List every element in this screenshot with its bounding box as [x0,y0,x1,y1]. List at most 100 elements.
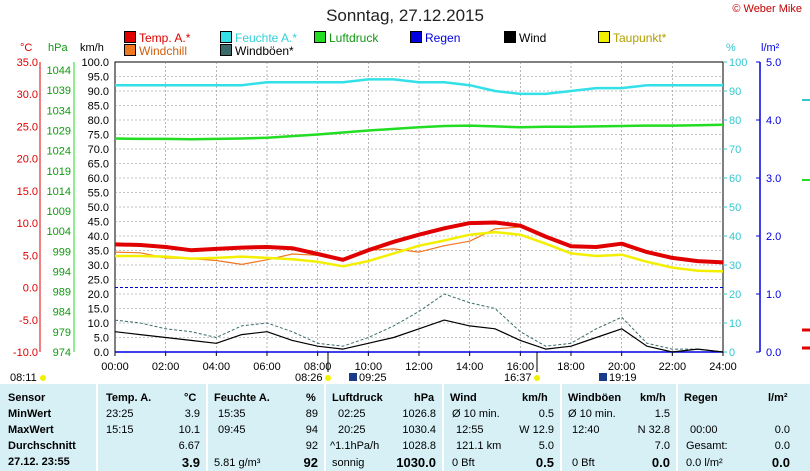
pressure-avg-value: 1028.8 [402,440,436,452]
pressure-tick-label: 974 [53,347,71,359]
legend-item-temp: Temp. A.* [124,31,190,45]
pressure-tick-label: 979 [53,327,71,339]
rain-tick-label: 5.0 [766,57,781,69]
gust-max-time: 12:40 [572,424,600,436]
pressure-tick-label: 984 [53,307,71,319]
wind-beaufort: 0 Bft [452,457,475,469]
temp-unit: °C [184,392,197,404]
stats-table: Sensor MinWert MaxWert Durchschnitt 27.1… [0,384,810,471]
legend-swatch [220,31,232,43]
wind-tick-label: 60.0 [88,173,109,185]
pressure-tick-label: 994 [53,266,71,278]
series-line-windb-en [114,293,724,353]
legend-swatch [124,31,136,43]
wind-tick-label: 55.0 [88,188,109,200]
pressure-current-value: 1030.0 [396,455,436,470]
row-label-max: MaxWert [8,424,54,436]
weather-chart: 35.0 30.0 25.0 20.0 15.0 10.0 5.0 0.0 -5.0 -10.0 1… [10,57,810,384]
temp-tick-label: 30.0 [17,89,38,101]
pressure-tick-label: 989 [53,287,71,299]
wind-tick-label: 100.0 [81,57,109,69]
series-line-taupunkt [115,230,724,273]
wind-max-time: 12:55 [456,424,484,436]
legend-item-gusts: Windböen* [220,44,294,58]
wind-tick-label: 90.0 [88,86,109,98]
legend-label: Luftdruck [329,31,379,45]
wind-max-value: W 12.9 [519,424,554,436]
pressure-header: Luftdruck [332,392,383,404]
gust-avg-value: 7.0 [654,440,670,452]
divider [676,384,678,471]
humidity-min-time: 15:35 [218,408,246,420]
divider [96,384,98,471]
humidity-tick-label: 40 [729,231,741,243]
temp-tick-label: 5.0 [23,250,38,262]
rain-total-label: Gesamt: [686,440,728,452]
pressure-axis-unit: hPa [48,42,68,54]
moon-marker-icon [599,373,607,381]
temp-header: Temp. A. [106,392,152,404]
x-tick-label: 00:00 [101,361,129,373]
temp-min-value: 3.9 [184,408,200,420]
legend-swatch [410,31,422,43]
wind-tick-label: 10.0 [88,318,109,330]
temp-max-value: 10.1 [178,424,200,436]
row-label-min: MinWert [8,408,52,420]
x-tick-label: 18:00 [557,361,585,373]
legend-swatch [504,31,516,43]
pressure-tick-label: 1044 [47,65,71,77]
x-tick-label: 06:00 [253,361,281,373]
humidity-tick-label: 50 [729,202,741,214]
divider [324,384,326,471]
humidity-header: Feuchte A. [214,392,270,404]
wind-tick-label: 40.0 [88,231,109,243]
wind-tick-label: 50.0 [88,202,109,214]
wind-tick-label: 5.0 [94,333,109,345]
pressure-tick-label: 1014 [47,186,71,198]
gust-header: Windböen [568,392,622,404]
temp-tick-label: 25.0 [17,121,38,133]
x-tick-label: 20:00 [608,361,636,373]
temp-tick-label: 10.0 [17,218,38,230]
gust-avg10-value: 1.5 [654,408,670,420]
wind-tick-label: 85.0 [88,101,109,113]
time-mark-label: 08:26 [295,372,323,384]
wind-avg-value: 5.0 [538,440,554,452]
gust-beaufort: 0 Bft [572,457,595,469]
pressure-tick-label: 1039 [47,85,71,97]
chart-title: Sonntag, 27.12.2015 [326,6,484,25]
temp-min-time: 23:25 [106,408,134,420]
wind-tick-label: 95.0 [88,72,109,84]
temp-current-value: 3.9 [181,455,200,470]
rain-current-label: 0.0 l/m² [686,457,723,469]
x-tick-label: 10:00 [355,361,383,373]
wind-tick-label: 20.0 [88,289,109,301]
legend-item-windchill: Windchill [124,44,187,58]
humidity-tick-label: 20 [729,289,741,301]
x-tick-label: 24:00 [709,361,737,373]
temp-tick-label: 35.0 [17,57,38,69]
humidity-avg-value: 92 [305,440,318,452]
humidity-tick-label: 0 [729,347,735,359]
legend-swatch [124,44,136,56]
wind-unit: km/h [522,392,548,404]
wind-tick-label: 25.0 [88,275,109,287]
x-tick-label: 16:00 [507,361,535,373]
wind-tick-label: 80.0 [88,115,109,127]
time-mark-label: 16:37 [504,372,532,384]
humidity-max-time: 09:45 [218,424,246,436]
series-line-temp-a [114,220,724,265]
legend-swatch [598,31,610,43]
temp-tick-label: 20.0 [17,154,38,166]
rain-tick-label: 4.0 [766,115,781,127]
wind-tick-label: 0.0 [94,347,109,359]
wind-avg10-label: Ø 10 min. [452,408,500,420]
pressure-trend: ^1.1hPa/h [330,440,380,452]
x-tick-label: 22:00 [659,361,687,373]
humidity-tick-label: 60 [729,173,741,185]
gust-max-value: N 32.8 [637,424,670,436]
rain-tick-label: 3.0 [766,173,781,185]
legend-label: Feuchte A.* [235,31,298,45]
humidity-current-value: 92 [303,455,318,470]
x-tick-label: 14:00 [456,361,484,373]
